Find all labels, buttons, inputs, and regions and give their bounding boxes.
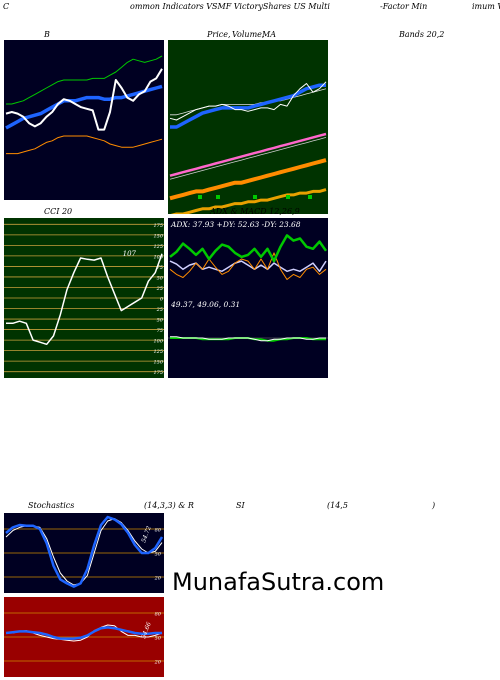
rsi-tick-label-2: 20 [154,660,162,666]
watermark: MunafaSutra.com [172,568,385,596]
cci-chart: 175 150 125 100 75 50 25 0 25 50 75 100 125 150 175 107 [4,218,164,378]
header-part-4: imum V [472,2,500,11]
volume-marker-4 [308,195,312,199]
bollinger-lower-band [6,135,163,155]
volume-marker-0 [198,195,202,199]
rsi-title: SI [236,501,245,510]
bollinger-panel [4,40,164,200]
adx-background [168,218,328,300]
macd-line [170,336,326,342]
macd-panel [168,298,328,378]
bollinger-price-line [5,68,163,131]
cci-tick-label-7: 0 [160,297,164,303]
cci-tick-label-12: 125 [153,349,163,355]
rsi-params: (14,5 [327,501,348,510]
price-title-b: Volume, [232,30,265,39]
header-part-3: -Factor Min [380,2,428,11]
price-ma-panel [168,40,328,214]
volume-marker-1 [216,195,220,199]
bollinger-title: B [44,30,50,39]
volume-marker-3 [286,195,290,199]
macd-chart [168,298,328,378]
bollinger-chart [4,40,164,200]
volume-marker-2 [253,195,257,199]
adx-plus-di-line [169,234,328,263]
cci-title: CCI 20 [44,207,73,216]
cci-tick-label-13: 150 [153,360,163,366]
rsi-tick-label-1: 50 [155,636,162,642]
cci-panel: 175 150 125 100 75 50 25 0 25 50 75 100 125 150 175 107 [4,218,164,378]
header-part-1: C [3,2,10,11]
stoch-params: (14,3,3) & R [144,501,194,510]
adx-title: ADX & MACD 12,26,9 [210,207,300,216]
adx-panel [168,218,328,300]
cci-tick-label-9: 50 [157,318,164,324]
header-part-2: ommon Indicators VSMF VictoryShares US M… [130,2,330,11]
bollinger-background [4,40,164,200]
ma-blue-line [170,83,326,129]
cci-tick-label-0: 175 [153,223,163,229]
price-ma-chart [168,40,328,214]
ma-pink-line [169,132,327,177]
cci-tick-label-6: 25 [156,286,163,292]
cci-tick-label-10: 75 [157,328,163,334]
bollinger-upper-band [6,55,163,105]
rsi-panel: 80 50 20 54.66 [4,597,164,677]
adx-annotation: ADX: 37.93 +DY: 52.63 -DY: 23.68 [171,220,301,229]
price-title-c: MA [262,30,276,39]
cci-tick-label-1: 150 [153,233,163,239]
cci-line [6,253,163,346]
price-title-a: Price, [207,30,231,39]
cci-tick-label-5: 50 [157,275,164,281]
bollinger-middle-band [5,84,163,130]
stoch-title: Stochastics [28,501,75,510]
bands-title: Bands 20,2 [399,30,445,39]
ma-orange-line [169,158,327,201]
cci-tick-label-2: 125 [153,244,163,250]
rsi-line [5,626,162,640]
stoch-fast-line [5,515,164,588]
rsi-tick-label-0: 80 [155,612,162,618]
cci-last-value-label: 107 [123,250,137,258]
macd-annotation: 49.37, 49.06, 0.31 [171,300,241,309]
stoch-tick-label-0: 80 [155,528,162,534]
cci-tick-label-14: 175 [153,370,163,376]
stoch-tick-label-1: 50 [155,552,162,558]
price-line [169,81,327,121]
adx-chart [168,218,328,300]
cci-tick-label-3: 100 [153,254,163,260]
rsi-params-close: ) [432,501,436,510]
stochastics-panel: 80 50 20 54.72 [4,513,164,593]
ma-light-line [169,137,327,180]
cci-tick-label-11: 100 [153,339,163,345]
stoch-tick-label-2: 20 [154,576,162,582]
cci-tick-label-8: 25 [156,307,163,313]
ma-orange-long-line [170,188,327,214]
price-ma-background [168,40,328,214]
cci-tick-label-4: 75 [157,265,163,271]
adx-minus-di-line [169,252,327,280]
